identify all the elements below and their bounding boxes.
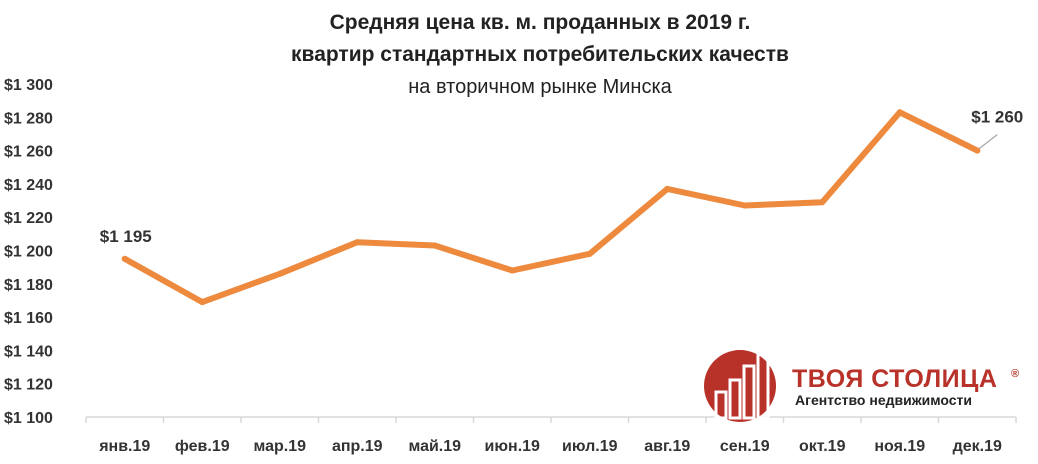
x-tick-label: фев.19 (175, 438, 230, 455)
y-axis: $1 100 $1 120 $1 140 $1 160 $1 180 $1 200 $1 2… (4, 77, 53, 427)
y-tick-label: $1 240 (4, 177, 53, 194)
data-point (509, 267, 516, 274)
data-point (121, 255, 128, 262)
y-tick-label: $1 200 (4, 244, 53, 261)
x-tick-label: авг.19 (644, 438, 690, 455)
y-tick-label: $1 180 (4, 277, 53, 294)
x-tick-label: янв.19 (98, 438, 150, 455)
x-axis-ticks (85, 417, 1017, 423)
data-point (586, 250, 593, 257)
x-tick-label: апр.19 (332, 438, 383, 455)
data-labels: $1 195 $1 260 (100, 108, 1024, 246)
y-tick-label: $1 100 (4, 410, 53, 427)
series (121, 109, 981, 306)
chart-title-line-1: Средняя цена кв. м. проданных в 2019 г. (330, 11, 751, 34)
chart-title-line-2: квартир стандартных потребительских каче… (291, 43, 789, 66)
y-tick-label: $1 120 (4, 377, 53, 394)
chart-subtitle: на вторичном рынке Минска (408, 76, 672, 98)
data-point (276, 270, 283, 277)
x-tick-label: ноя.19 (874, 438, 925, 455)
y-tick-label: $1 220 (4, 210, 53, 227)
x-tick-label: май.19 (408, 438, 461, 455)
logo-registered-mark: ® (1011, 368, 1019, 380)
data-label-leader-line (978, 134, 998, 150)
x-tick-label: июн.19 (485, 438, 541, 455)
y-tick-label: $1 300 (4, 77, 53, 94)
data-point (896, 109, 903, 116)
data-point (741, 202, 748, 209)
x-tick-label: окт.19 (799, 438, 846, 455)
x-axis: янв.19 фев.19 мар.19 апр.19 май.19 июн.19 июл.… (98, 438, 1002, 455)
company-logo: ТВОЯ СТОЛИЦА ® Агентство недвижимости (704, 350, 1019, 422)
data-label: $1 195 (100, 227, 152, 246)
data-point (974, 147, 981, 154)
logo-name: ТВОЯ СТОЛИЦА (792, 365, 997, 393)
x-tick-label: сен.19 (720, 438, 770, 455)
x-tick-label: июл.19 (562, 438, 618, 455)
data-point (431, 242, 438, 249)
x-tick-label: мар.19 (253, 438, 306, 455)
y-tick-label: $1 140 (4, 343, 53, 360)
data-point (354, 239, 361, 246)
data-point (199, 299, 206, 306)
data-point (664, 185, 671, 192)
logo-text: ТВОЯ СТОЛИЦА ® Агентство недвижимости (792, 365, 1019, 408)
logo-tagline: Агентство недвижимости (795, 392, 972, 408)
data-label: $1 260 (971, 108, 1023, 127)
y-tick-label: $1 280 (4, 110, 53, 127)
logo-buildings-icon (714, 352, 770, 420)
x-tick-label: дек.19 (953, 438, 1002, 455)
data-point (819, 199, 826, 206)
y-tick-label: $1 160 (4, 310, 53, 327)
y-tick-label: $1 260 (4, 144, 53, 161)
series-line (121, 109, 981, 306)
